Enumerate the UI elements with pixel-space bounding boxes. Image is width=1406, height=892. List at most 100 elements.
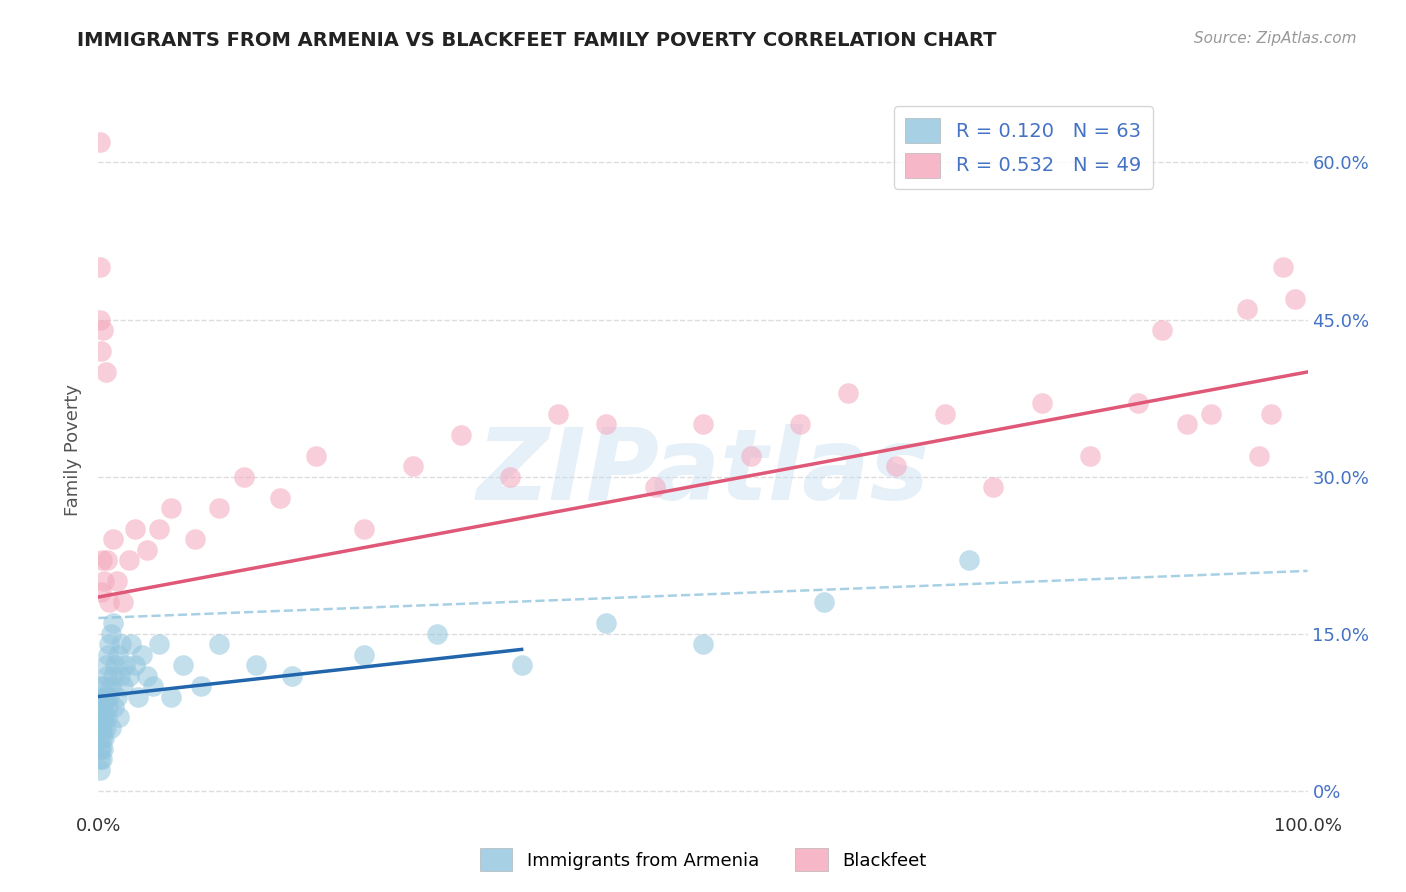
- Point: [96, 710, 118, 724]
- Point: [89, 742, 111, 756]
- Point: [108, 710, 131, 724]
- Point: [172, 658, 194, 673]
- Point: [789, 417, 811, 432]
- Point: [135, 668, 157, 682]
- Point: [91, 742, 114, 756]
- Point: [595, 417, 617, 432]
- Point: [93, 679, 115, 693]
- Point: [740, 449, 762, 463]
- Point: [91, 323, 114, 337]
- Point: [160, 501, 183, 516]
- Point: [124, 522, 146, 536]
- Point: [89, 135, 111, 149]
- Point: [91, 700, 114, 714]
- Point: [105, 690, 128, 704]
- Point: [94, 721, 117, 735]
- Point: [94, 690, 117, 704]
- Point: [91, 710, 114, 724]
- Point: [148, 637, 170, 651]
- Point: [1249, 449, 1271, 463]
- Point: [101, 616, 124, 631]
- Point: [127, 690, 149, 704]
- Point: [89, 731, 111, 746]
- Point: [813, 595, 835, 609]
- Point: [89, 260, 111, 275]
- Point: [100, 721, 122, 735]
- Point: [547, 407, 569, 421]
- Point: [89, 312, 111, 326]
- Point: [97, 648, 120, 662]
- Point: [98, 690, 121, 704]
- Point: [93, 574, 115, 589]
- Point: [142, 679, 165, 693]
- Point: [93, 710, 115, 724]
- Point: [110, 637, 132, 651]
- Point: [595, 616, 617, 631]
- Point: [1128, 396, 1150, 410]
- Text: IMMIGRANTS FROM ARMENIA VS BLACKFEET FAMILY POVERTY CORRELATION CHART: IMMIGRANTS FROM ARMENIA VS BLACKFEET FAM…: [77, 31, 997, 50]
- Point: [934, 407, 956, 421]
- Point: [837, 385, 859, 400]
- Point: [644, 480, 666, 494]
- Point: [91, 731, 114, 746]
- Point: [1260, 407, 1282, 421]
- Point: [90, 742, 112, 756]
- Point: [232, 469, 254, 483]
- Point: [111, 595, 134, 609]
- Point: [1078, 449, 1101, 463]
- Point: [118, 553, 141, 567]
- Point: [1199, 407, 1222, 421]
- Point: [118, 668, 141, 682]
- Point: [98, 637, 121, 651]
- Point: [131, 648, 153, 662]
- Point: [100, 679, 122, 693]
- Point: [94, 658, 117, 673]
- Point: [103, 700, 125, 714]
- Point: [101, 668, 124, 682]
- Point: [353, 648, 375, 662]
- Point: [510, 658, 533, 673]
- Point: [120, 637, 142, 651]
- Point: [96, 668, 118, 682]
- Point: [105, 574, 128, 589]
- Point: [208, 637, 231, 651]
- Point: [135, 543, 157, 558]
- Point: [305, 449, 328, 463]
- Point: [90, 679, 112, 693]
- Point: [402, 459, 425, 474]
- Point: [1284, 292, 1306, 306]
- Point: [148, 522, 170, 536]
- Point: [498, 469, 520, 483]
- Text: ZIPatlas: ZIPatlas: [477, 424, 929, 521]
- Point: [1031, 396, 1053, 410]
- Point: [101, 533, 124, 547]
- Point: [426, 626, 449, 640]
- Point: [91, 690, 114, 704]
- Point: [91, 721, 114, 735]
- Point: [269, 491, 291, 505]
- Point: [692, 637, 714, 651]
- Point: [114, 658, 136, 673]
- Legend: Immigrants from Armenia, Blackfeet: Immigrants from Armenia, Blackfeet: [472, 841, 934, 879]
- Point: [91, 752, 114, 766]
- Y-axis label: Family Poverty: Family Poverty: [65, 384, 83, 516]
- Point: [353, 522, 375, 536]
- Point: [89, 710, 111, 724]
- Point: [1175, 417, 1198, 432]
- Point: [94, 365, 117, 379]
- Point: [96, 553, 118, 567]
- Point: [97, 700, 120, 714]
- Point: [184, 533, 207, 547]
- Point: [104, 658, 127, 673]
- Point: [245, 658, 267, 673]
- Point: [450, 427, 472, 442]
- Point: [98, 595, 121, 609]
- Point: [1272, 260, 1295, 275]
- Point: [93, 731, 115, 746]
- Point: [90, 721, 112, 735]
- Point: [692, 417, 714, 432]
- Point: [190, 679, 212, 693]
- Point: [281, 668, 304, 682]
- Point: [957, 553, 980, 567]
- Point: [89, 763, 111, 777]
